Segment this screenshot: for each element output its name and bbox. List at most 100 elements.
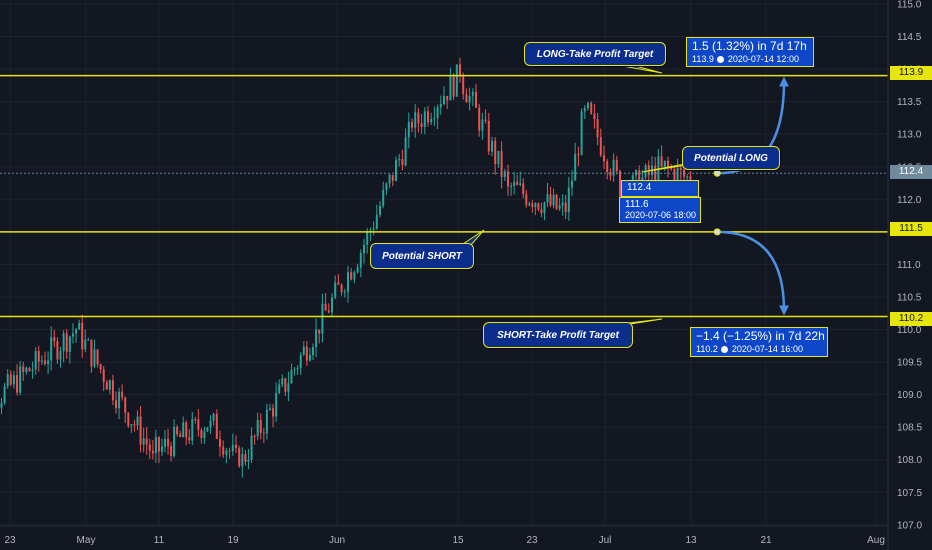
candle-body [157, 437, 160, 452]
potential-short-callout[interactable]: Potential SHORT [370, 243, 474, 269]
candle [34, 347, 37, 375]
candle-body [145, 438, 148, 445]
candle-body [250, 435, 253, 460]
y-tick-label: 107.5 [897, 488, 922, 499]
candle-body [619, 170, 621, 197]
candle-body [96, 349, 99, 365]
candle-body [22, 366, 25, 373]
candle [353, 270, 356, 284]
candle [121, 384, 124, 401]
candle-body [334, 282, 337, 298]
candle-body [259, 419, 262, 433]
candle [452, 73, 455, 101]
candle-body [115, 400, 117, 409]
short-projection-box[interactable]: −1.4 (−1.25%) in 7d 22h 110.2 2020-07-14… [690, 327, 828, 357]
candle-body [228, 450, 231, 452]
point-box-entry[interactable]: 112.4 [621, 180, 699, 197]
candle-body [350, 272, 353, 280]
candle [111, 374, 114, 406]
candle-body [612, 159, 615, 176]
candle-body [305, 346, 308, 361]
candle-body [484, 119, 487, 121]
candle-body [347, 272, 349, 292]
candle-body [43, 360, 46, 365]
candle-body [555, 194, 558, 209]
candle [238, 445, 241, 468]
candle [93, 339, 96, 369]
candle [231, 433, 234, 456]
candle-body [546, 194, 549, 203]
candle [296, 365, 299, 375]
short-target-callout[interactable]: SHORT-Take Profit Target [483, 322, 633, 348]
candle [102, 365, 105, 392]
potential-long-callout[interactable]: Potential LONG [682, 146, 780, 170]
candle-body [284, 378, 287, 392]
level-label-long-target: 113.9 [890, 66, 932, 80]
candle [375, 204, 378, 230]
candle-body [500, 150, 503, 177]
candle [363, 238, 365, 264]
candle-body [318, 329, 321, 334]
y-tick-label: 112.0 [897, 195, 922, 206]
candle-body [423, 111, 426, 127]
candle [606, 158, 609, 180]
long-projection-value: 113.9 [692, 54, 714, 64]
candle [241, 447, 244, 478]
candle [391, 174, 394, 187]
candle [487, 113, 490, 155]
candle [468, 87, 471, 111]
candle-body [151, 450, 154, 454]
candle-body [225, 450, 228, 455]
candle [481, 112, 484, 140]
candle-body [609, 172, 612, 176]
candle [253, 434, 256, 445]
candle-body [667, 160, 669, 168]
candle [53, 329, 56, 348]
candle [491, 136, 493, 157]
candle [494, 137, 497, 175]
candle [531, 200, 534, 213]
candle [136, 410, 139, 431]
candle-body [56, 341, 59, 360]
candle [528, 201, 531, 207]
candle-body [491, 140, 493, 152]
candle-body [363, 244, 365, 254]
candle [272, 403, 275, 428]
candle [22, 361, 25, 381]
candle-body [142, 438, 145, 445]
candle [439, 95, 442, 115]
candle-body [34, 351, 37, 370]
candle [510, 182, 513, 196]
candle-body [160, 446, 163, 452]
candle-body [105, 381, 108, 390]
candle [619, 169, 621, 199]
candle [369, 227, 372, 242]
point-box-stop-value: 111.6 [625, 199, 649, 210]
candle-body [407, 121, 410, 138]
candle [68, 335, 71, 364]
candle-body [395, 160, 397, 181]
candle [148, 438, 151, 459]
long-target-callout[interactable]: LONG-Take Profit Target [524, 42, 666, 66]
candle-body [494, 140, 497, 165]
candle-body [194, 418, 197, 420]
candle [19, 360, 22, 396]
candle [167, 428, 170, 455]
candle [293, 367, 296, 376]
projection-anchor-dot [713, 169, 721, 177]
candle-body [191, 418, 194, 441]
point-box-stop[interactable]: 111.6 2020-07-06 18:00 [619, 197, 701, 223]
candle [305, 340, 308, 366]
candle [118, 387, 121, 420]
projection-arrow [717, 230, 789, 316]
candle [372, 221, 375, 236]
candle [262, 428, 265, 444]
candle [56, 337, 59, 364]
candle-body [455, 64, 458, 97]
candle-body [327, 310, 330, 313]
candle [478, 103, 481, 137]
candle-body [420, 123, 423, 127]
long-projection-box[interactable]: 1.5 (1.32%) in 7d 17h 113.9 2020-07-14 1… [686, 37, 814, 67]
